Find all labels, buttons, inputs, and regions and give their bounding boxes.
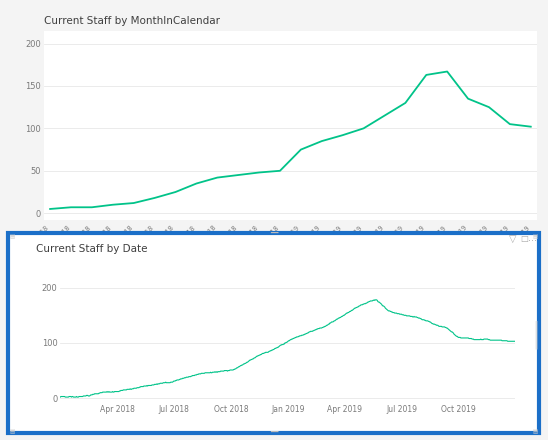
Text: ...: ... [528, 234, 537, 243]
Text: ▽: ▽ [509, 234, 516, 243]
Text: ▤: ▤ [9, 429, 15, 434]
Text: Current Staff by MonthInCalendar: Current Staff by MonthInCalendar [44, 16, 220, 26]
Text: ━━: ━━ [270, 230, 278, 236]
Text: Current Staff by Date: Current Staff by Date [36, 244, 147, 254]
Text: □: □ [520, 234, 528, 243]
Text: |: | [532, 320, 540, 348]
Text: ━━: ━━ [270, 429, 278, 435]
Text: ▤: ▤ [532, 234, 538, 239]
Text: ▤: ▤ [9, 234, 15, 239]
Text: ▤: ▤ [532, 429, 538, 434]
